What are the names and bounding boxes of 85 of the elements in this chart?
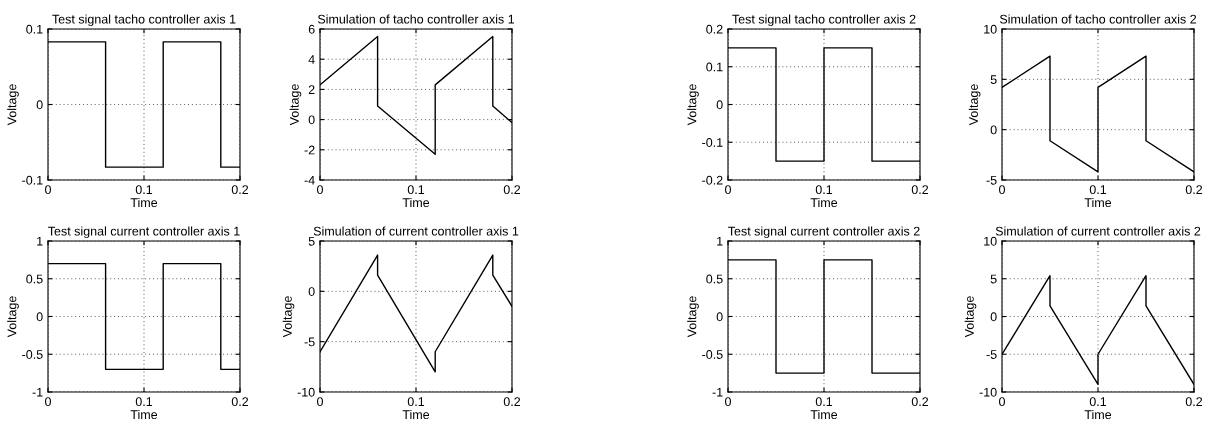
x-tick-label: 0.2 xyxy=(503,185,521,195)
x-tick-label: 0.1 xyxy=(135,397,153,407)
y-tick-label: -1 xyxy=(712,387,723,397)
y-tick-label: 0 xyxy=(990,312,997,322)
x-tick-label: 0.1 xyxy=(407,185,425,195)
y-tick-label: 0 xyxy=(36,312,43,322)
y-axis-title: Voltage xyxy=(687,84,699,126)
y-tick-label: 0 xyxy=(308,287,315,296)
x-axis-title: Time xyxy=(810,197,838,208)
x-tick-label: 0.2 xyxy=(503,397,521,407)
y-tick-label: -10 xyxy=(297,387,315,397)
chart-title: Test signal current controller axis 2 xyxy=(728,226,920,239)
x-tick-label: 0 xyxy=(725,397,731,407)
x-tick-label: 0.2 xyxy=(1185,185,1203,195)
y-tick-label: -0.5 xyxy=(702,350,723,359)
y-tick-label: -5 xyxy=(304,337,315,347)
x-axis-title: Time xyxy=(1084,409,1112,420)
y-tick-label: -2 xyxy=(304,145,315,155)
x-axis-title: Time xyxy=(810,409,838,420)
y-tick-label: 10 xyxy=(984,236,997,246)
x-tick-label: 0 xyxy=(317,185,323,195)
x-tick-label: 0.2 xyxy=(911,185,929,195)
y-tick-label: 5 xyxy=(990,274,997,284)
y-axis-title: Voltage xyxy=(964,296,977,338)
y-tick-label: 10 xyxy=(984,24,997,34)
y-tick-label: 0 xyxy=(716,100,723,110)
y-tick-label: 0.1 xyxy=(26,24,43,34)
x-tick-label: 0.2 xyxy=(231,397,249,407)
y-tick-label: 1 xyxy=(37,236,43,246)
chart-title: Test signal tacho controller axis 1 xyxy=(52,14,236,27)
y-tick-label: -5 xyxy=(986,350,997,359)
y-tick-label: 0 xyxy=(716,312,723,322)
x-axis-title: Time xyxy=(402,197,430,208)
y-axis-title: Voltage xyxy=(282,296,295,338)
y-tick-label: 0.1 xyxy=(706,62,723,72)
y-tick-label: 0.2 xyxy=(706,24,723,34)
chart-title: Simulation of tacho controller axis 1 xyxy=(317,14,515,24)
y-axis-title: Voltage xyxy=(968,84,981,126)
y-tick-label: 0.5 xyxy=(26,274,43,284)
y-tick-label: 6 xyxy=(308,24,315,34)
y-tick-label: 0.5 xyxy=(706,274,723,284)
x-axis-title: Time xyxy=(1084,197,1112,208)
chart-title: Simulation of current controller axis 2 xyxy=(995,226,1201,236)
y-tick-label: -5 xyxy=(986,175,997,185)
chart-title: Test signal tacho controller axis 2 xyxy=(732,14,916,27)
y-axis-title: Voltage xyxy=(687,296,699,338)
y-tick-label: -1 xyxy=(32,387,43,397)
y-axis-title: Voltage xyxy=(7,84,19,126)
chart-title: Simulation of current controller axis 1 xyxy=(313,226,519,236)
y-tick-label: 5 xyxy=(308,236,315,246)
x-tick-label: 0.2 xyxy=(1185,397,1203,407)
x-tick-label: 0.2 xyxy=(231,185,249,195)
y-axis-title: Voltage xyxy=(7,296,19,338)
x-axis-title: Time xyxy=(130,409,158,420)
y-tick-label: 2 xyxy=(308,85,315,94)
x-tick-label: 0.1 xyxy=(815,397,833,407)
x-tick-label: 0.1 xyxy=(407,397,425,407)
x-tick-label: 0 xyxy=(725,185,731,195)
x-tick-label: 0 xyxy=(999,397,1005,407)
y-tick-label: 5 xyxy=(990,75,997,84)
y-tick-label: 4 xyxy=(308,55,315,64)
x-tick-label: 0.1 xyxy=(1089,397,1107,407)
y-tick-label: -0.1 xyxy=(702,138,723,147)
x-tick-label: 0.2 xyxy=(911,397,929,407)
y-tick-label: -0.1 xyxy=(22,175,43,185)
x-axis-title: Time xyxy=(402,409,430,420)
y-tick-label: -0.2 xyxy=(702,175,723,185)
x-tick-label: 0.1 xyxy=(1089,185,1107,195)
y-tick-label: 0 xyxy=(990,125,997,135)
chart-title: Simulation of tacho controller axis 2 xyxy=(999,14,1197,24)
x-tick-label: 0 xyxy=(45,185,51,195)
x-tick-label: 0.1 xyxy=(815,185,833,195)
x-tick-label: 0 xyxy=(45,397,51,407)
x-tick-label: 0 xyxy=(317,397,323,407)
y-tick-label: -10 xyxy=(979,387,997,397)
x-axis-title: Time xyxy=(130,197,158,208)
chart-title: Test signal current controller axis 1 xyxy=(48,226,240,239)
y-tick-label: 1 xyxy=(717,236,723,246)
y-tick-label: -0.5 xyxy=(22,350,43,359)
x-tick-label: 0.1 xyxy=(135,185,153,195)
y-tick-label: 0 xyxy=(308,115,315,125)
y-axis-title: Voltage xyxy=(289,84,302,126)
y-tick-label: 0 xyxy=(36,100,43,110)
y-tick-label: -4 xyxy=(304,175,315,185)
x-tick-label: 0 xyxy=(999,185,1005,195)
